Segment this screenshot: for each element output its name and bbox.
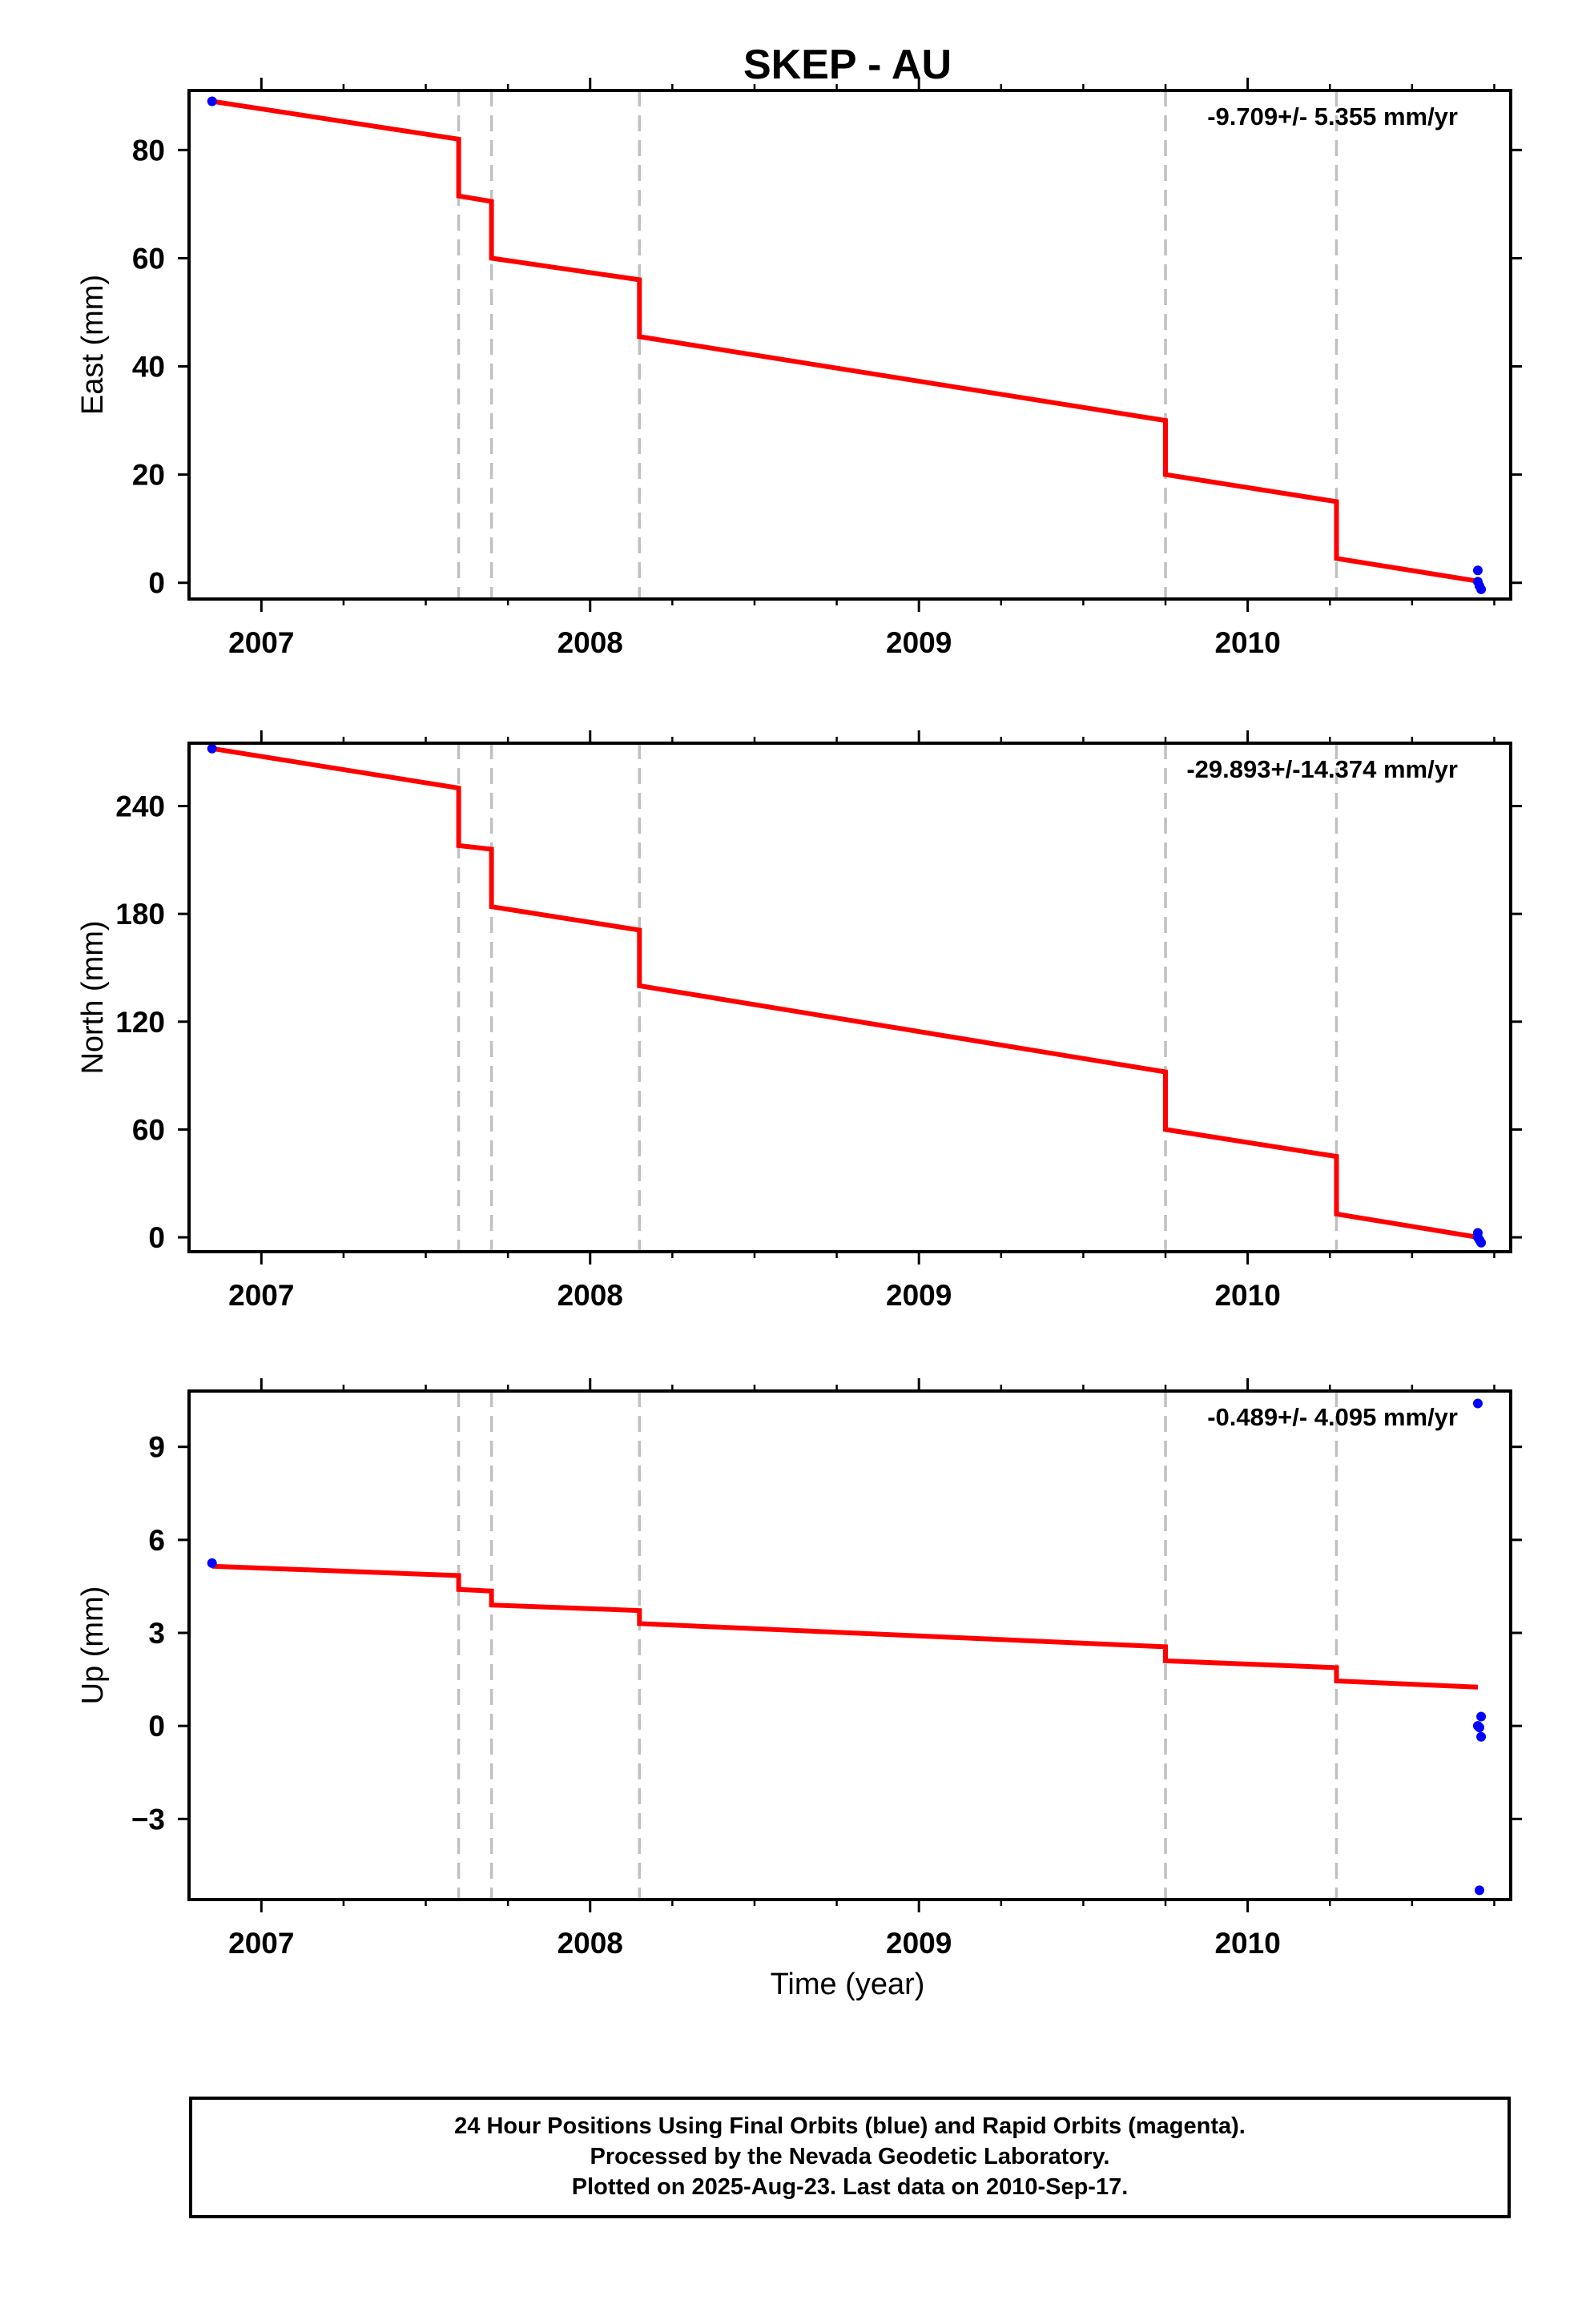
north-xtick-label-0: 2007 bbox=[228, 1279, 294, 1312]
east-data-point bbox=[207, 96, 217, 107]
up-xtick-label-2: 2009 bbox=[886, 1927, 952, 1960]
footer-line-1: 24 Hour Positions Using Final Orbits (bl… bbox=[454, 2113, 1246, 2139]
footer-line-3: Plotted on 2025-Aug-23. Last data on 201… bbox=[571, 2174, 1129, 2200]
north-xtick-label-3: 2010 bbox=[1214, 1279, 1280, 1312]
up-data-point bbox=[1475, 1885, 1485, 1896]
north-ytick-label-4: 240 bbox=[115, 790, 165, 823]
north-data-point bbox=[207, 743, 217, 754]
east-rate-label: -9.709+/- 5.355 mm/yr bbox=[1207, 103, 1458, 131]
up-rate-label: -0.489+/- 4.095 mm/yr bbox=[1207, 1403, 1458, 1431]
north-ytick-label-1: 60 bbox=[132, 1113, 165, 1146]
east-xtick-label-2: 2009 bbox=[886, 626, 952, 659]
up-data-point bbox=[1476, 1731, 1487, 1742]
up-data-point bbox=[1476, 1711, 1487, 1722]
east-ytick-label-1: 20 bbox=[132, 459, 165, 492]
east-xtick-label-3: 2010 bbox=[1214, 626, 1280, 659]
up-xtick-label-0: 2007 bbox=[228, 1927, 294, 1960]
x-axis-label: Time (year) bbox=[771, 1968, 925, 2001]
up-ytick-label-1: 0 bbox=[148, 1710, 165, 1743]
north-ytick-label-2: 120 bbox=[115, 1006, 165, 1039]
north-rate-label: -29.893+/-14.374 mm/yr bbox=[1186, 755, 1458, 783]
up-xtick-label-1: 2008 bbox=[558, 1927, 623, 1960]
up-xtick-label-3: 2010 bbox=[1214, 1927, 1280, 1960]
up-ytick-label-0: −3 bbox=[131, 1803, 165, 1835]
north-plot-frame bbox=[187, 742, 1512, 1253]
east-ytick-label-4: 80 bbox=[132, 134, 165, 167]
footer-box: 24 Hour Positions Using Final Orbits (bl… bbox=[189, 2097, 1511, 2218]
up-ytick-label-4: 9 bbox=[148, 1431, 165, 1464]
east-data-point bbox=[1472, 565, 1483, 576]
east-ytick-label-3: 60 bbox=[132, 242, 165, 275]
east-data-point bbox=[1476, 584, 1487, 594]
up-data-point bbox=[207, 1558, 217, 1568]
north-y-axis-label: North (mm) bbox=[76, 920, 110, 1074]
up-y-axis-label: Up (mm) bbox=[76, 1586, 110, 1705]
up-data-point bbox=[1475, 1723, 1485, 1733]
up-ytick-label-3: 6 bbox=[148, 1524, 165, 1557]
north-ytick-label-0: 0 bbox=[148, 1221, 165, 1254]
panel-east: 0 20 40 60 80 2007 2008 2009 2010 -9.709+/- 5.355… bbox=[76, 78, 1522, 659]
up-ytick-label-2: 3 bbox=[148, 1617, 165, 1650]
east-ytick-label-0: 0 bbox=[148, 567, 165, 600]
east-xtick-label-0: 2007 bbox=[228, 626, 294, 659]
up-model-line bbox=[211, 1563, 1479, 1690]
north-model-line bbox=[211, 746, 1479, 1240]
panel-up: −3 0 3 6 9 2007 2008 2009 2010 -0.489+/- 4.095 mm… bbox=[76, 1378, 1522, 1960]
north-xtick-label-2: 2009 bbox=[886, 1279, 952, 1312]
north-xtick-label-1: 2008 bbox=[558, 1279, 623, 1312]
north-ytick-label-3: 180 bbox=[115, 898, 165, 931]
east-ytick-label-2: 40 bbox=[132, 351, 165, 384]
east-plot-frame bbox=[187, 89, 1512, 601]
east-model-line bbox=[211, 99, 1479, 584]
north-data-point bbox=[1476, 1237, 1487, 1248]
panel-north: 0 60 120 180 240 2007 2008 2009 2010 -29.893+/-14… bbox=[76, 730, 1522, 1312]
east-xtick-label-1: 2008 bbox=[558, 626, 623, 659]
east-y-axis-label: East (mm) bbox=[76, 275, 110, 415]
up-data-point bbox=[1472, 1398, 1483, 1409]
chart-title: SKEP - AU bbox=[743, 42, 952, 88]
footer-line-2: Processed by the Nevada Geodetic Laborat… bbox=[590, 2144, 1110, 2169]
up-plot-frame bbox=[187, 1389, 1512, 1901]
